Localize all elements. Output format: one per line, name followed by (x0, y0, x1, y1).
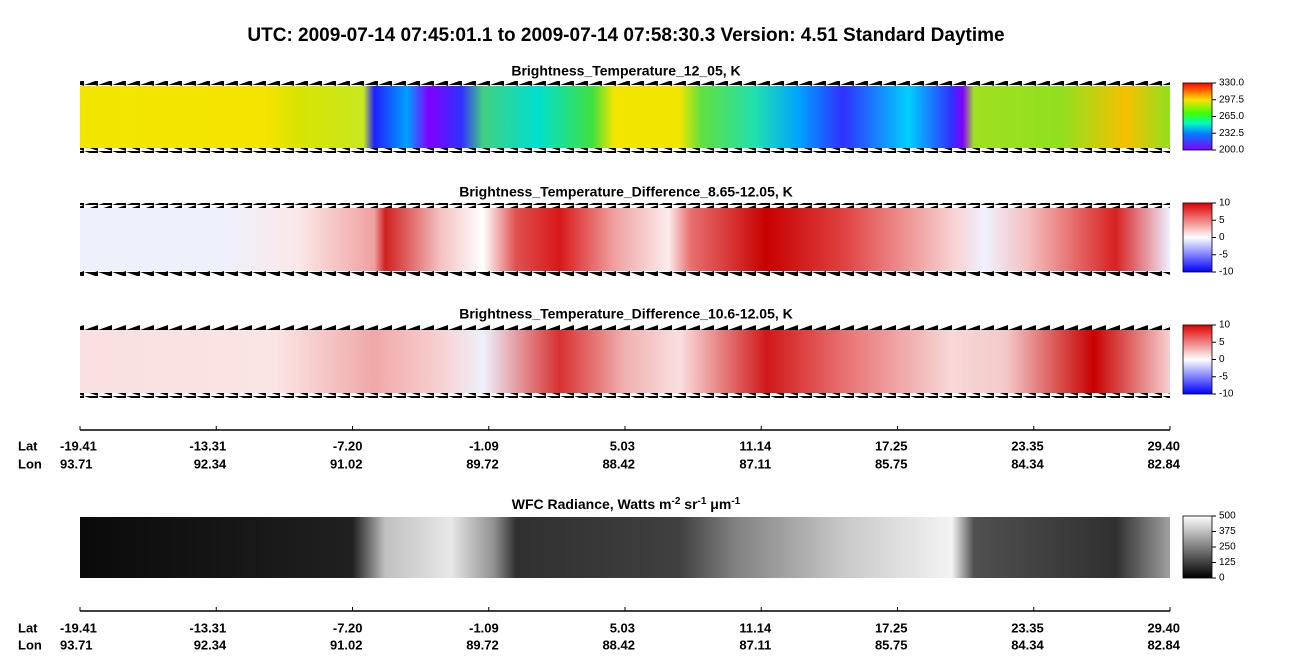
colorbar-label: 375 (1219, 526, 1236, 537)
lat-tick: -19.41 (60, 438, 97, 453)
lon-tick: 84.34 (1011, 456, 1044, 471)
image-strip (80, 517, 1170, 578)
lon-tick: 92.34 (194, 637, 227, 652)
title-part: μm (706, 496, 731, 512)
colorbar-label: -10 (1219, 267, 1234, 278)
lon-label: Lon (18, 456, 42, 471)
colorbar (1182, 324, 1213, 395)
lon-tick: 91.02 (330, 637, 363, 652)
colorbar-label: 10 (1219, 320, 1231, 331)
lat-tick: 5.03 (610, 620, 635, 635)
lat-label: Lat (18, 438, 38, 453)
colorbar (1182, 515, 1213, 579)
colorbar-label: 5 (1219, 215, 1225, 226)
lon-tick: 92.34 (194, 456, 227, 471)
colorbar (1182, 82, 1213, 151)
title-part: sr (680, 496, 698, 512)
lat-tick: 11.14 (739, 620, 772, 635)
colorbar-label: 232.5 (1219, 128, 1244, 139)
superscript: -1 (698, 496, 707, 507)
panel-title: Brightness_Temperature_Difference_8.65-1… (459, 184, 793, 200)
lat-tick: 23.35 (1011, 438, 1044, 453)
lon-label: Lon (18, 637, 42, 652)
colorbar-label: 200.0 (1219, 145, 1244, 156)
colorbar-label: 297.5 (1219, 94, 1244, 105)
lon-tick: 84.34 (1011, 637, 1044, 652)
lon-tick: 93.71 (60, 637, 93, 652)
lat-tick: 29.40 (1147, 620, 1180, 635)
lat-tick: 17.25 (875, 620, 908, 635)
lon-tick: 85.75 (875, 456, 908, 471)
colorbar-label: 0 (1219, 232, 1225, 243)
lat-tick: 5.03 (610, 438, 635, 453)
lon-tick: 82.84 (1147, 637, 1180, 652)
lat-tick: -19.41 (60, 620, 97, 635)
panel-title: WFC Radiance, Watts m-2 sr-1 μm-1 (512, 496, 741, 512)
lat-tick: 29.40 (1147, 438, 1180, 453)
colorbar-label: 500 (1219, 511, 1236, 522)
lat-label: Lat (18, 620, 38, 635)
scan-edge (80, 148, 1170, 153)
lat-tick: -1.09 (469, 438, 499, 453)
scan-edge (80, 393, 1170, 398)
colorbar-label: 5 (1219, 337, 1225, 348)
lon-tick: 85.75 (875, 637, 908, 652)
lon-tick: 87.11 (739, 637, 771, 652)
title-part: WFC Radiance, Watts m (512, 496, 672, 512)
scan-edge (80, 81, 1170, 86)
lat-tick: -13.31 (189, 438, 226, 453)
lon-tick: 89.72 (466, 456, 499, 471)
panel-title: Brightness_Temperature_Difference_10.6-1… (459, 306, 793, 322)
colorbar-label: 125 (1219, 557, 1236, 568)
lat-tick: -1.09 (469, 620, 499, 635)
lat-tick: 11.14 (739, 438, 772, 453)
panel-title: Brightness_Temperature_12_05, K (511, 63, 740, 79)
colorbar-label: 0 (1219, 573, 1225, 584)
colorbar-label: -5 (1219, 249, 1228, 260)
lat-tick: 17.25 (875, 438, 908, 453)
scan-edge (80, 203, 1170, 208)
colorbar-label: 330.0 (1219, 78, 1244, 89)
lon-tick: 88.42 (602, 456, 635, 471)
title: UTC: 2009-07-14 07:45:01.1 to 2009-07-14… (247, 25, 1004, 46)
colorbar-label: 0 (1219, 354, 1225, 365)
lat-tick: -7.20 (333, 620, 363, 635)
colorbar-label: 250 (1219, 542, 1236, 553)
lon-tick: 82.84 (1147, 456, 1180, 471)
colorbar-label: 10 (1219, 198, 1231, 209)
image-strip (80, 328, 1170, 395)
image-strip (80, 84, 1170, 150)
colorbar-label: -10 (1219, 389, 1234, 400)
image-strip (80, 206, 1170, 273)
lat-tick: -13.31 (189, 620, 226, 635)
colorbar-label: -5 (1219, 371, 1228, 382)
lon-tick: 89.72 (466, 637, 499, 652)
superscript: -1 (731, 496, 740, 507)
lat-tick: -7.20 (333, 438, 363, 453)
colorbar (1182, 202, 1213, 273)
scan-edge (80, 325, 1170, 330)
lon-tick: 91.02 (330, 456, 363, 471)
lat-tick: 23.35 (1011, 620, 1044, 635)
lon-tick: 88.42 (602, 637, 635, 652)
superscript: -2 (671, 496, 680, 507)
lon-tick: 93.71 (60, 456, 93, 471)
colorbar-label: 265.0 (1219, 111, 1244, 122)
lon-tick: 87.11 (739, 456, 771, 471)
scan-edge (80, 271, 1170, 276)
